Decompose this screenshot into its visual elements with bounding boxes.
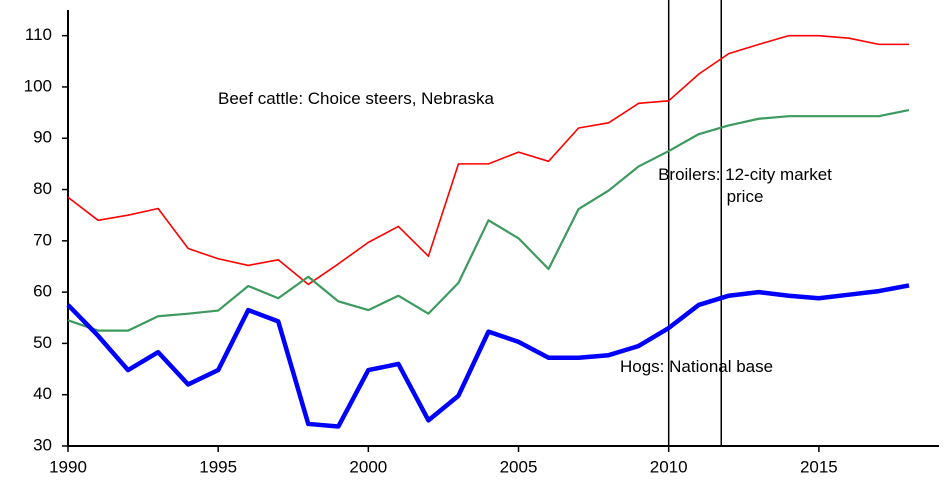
series-line bbox=[66, 283, 910, 429]
x-tick-label: 1995 bbox=[199, 457, 237, 476]
series-line bbox=[67, 108, 910, 332]
y-tick-label: 30 bbox=[33, 435, 52, 454]
x-tick-label: 2000 bbox=[349, 457, 387, 476]
x-tick-label: 2005 bbox=[500, 457, 538, 476]
y-tick-label: 90 bbox=[33, 128, 52, 147]
y-tick-label: 70 bbox=[33, 230, 52, 249]
series-label: Beef cattle: Choice steers, Nebraska bbox=[218, 89, 494, 108]
y-tick-label: 100 bbox=[24, 76, 52, 95]
x-tick-label: 2015 bbox=[800, 457, 838, 476]
y-tick-label: 110 bbox=[25, 25, 52, 44]
y-tick-label: 40 bbox=[33, 384, 52, 403]
series-line bbox=[67, 34, 909, 286]
y-tick-label: 60 bbox=[33, 282, 52, 301]
series-label: Hogs: National base bbox=[620, 357, 774, 376]
y-tick-label: 80 bbox=[33, 179, 52, 198]
series-label: Broilers: 12-city market price bbox=[658, 165, 832, 206]
y-tick-label: 50 bbox=[33, 333, 52, 352]
x-tick-label: 1990 bbox=[49, 457, 87, 476]
x-tick-label: 2010 bbox=[650, 457, 688, 476]
